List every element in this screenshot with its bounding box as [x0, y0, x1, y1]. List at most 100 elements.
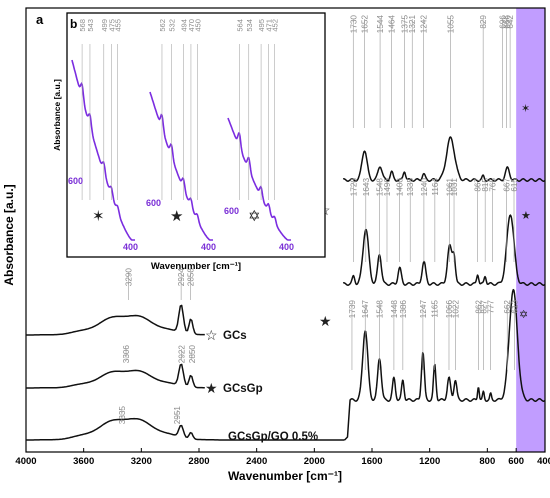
inset-peak-label: 499: [100, 19, 109, 32]
peak-label: 2858: [187, 268, 196, 287]
peak-label: 1247: [419, 300, 428, 319]
peak-label: 1240: [420, 178, 429, 197]
peak-label: 1647: [361, 300, 370, 319]
peak-label: 1448: [390, 300, 399, 319]
peak-label: 1031: [450, 178, 459, 197]
x-tick-label: 2400: [246, 456, 267, 467]
peak-label: 867: [474, 178, 483, 192]
trace-left-gcsgp: [26, 363, 205, 389]
peak-label: 1544: [376, 15, 385, 34]
peak-label: 2924: [177, 268, 186, 287]
inset-peak-label: 562: [158, 19, 167, 32]
peak-label: 1464: [388, 15, 397, 34]
y-axis-label: Absorbance [a.u.]: [2, 184, 16, 285]
x-tick-label: 1600: [361, 456, 382, 467]
inset-peak-label: 455: [114, 19, 123, 32]
inset-peak-label: 543: [86, 19, 95, 32]
series-label: GCsGp/GO 0.5%: [228, 431, 318, 443]
peak-label: 615: [510, 178, 519, 192]
inset-symbol: ★: [170, 208, 183, 225]
peak-label: 1548: [375, 300, 384, 319]
peak-label: 3290: [124, 268, 133, 287]
inset-peak-label: 452: [271, 19, 280, 32]
inset-x-axis-label: Wavenumber [cm⁻¹]: [151, 261, 241, 272]
peak-label: 777: [487, 300, 496, 314]
inset-peak-label: 564: [235, 19, 244, 32]
inset-peak-label: 495: [257, 19, 266, 32]
inset-peak-label: 475: [107, 19, 116, 32]
inset-peak-label: 532: [167, 19, 176, 32]
peak-label: 1728: [350, 178, 359, 197]
x-tick-label: 600: [508, 456, 524, 467]
peak-label: 1061: [446, 178, 455, 197]
trace-right-gcsgp: [342, 214, 546, 286]
peak-label: 667: [503, 178, 512, 192]
peak-label: 1643: [362, 178, 371, 197]
x-tick-label: 2000: [304, 456, 325, 467]
peak-label: 815: [481, 178, 490, 192]
peak-label: 1730: [349, 15, 358, 34]
peak-label: 827: [479, 300, 488, 314]
inset-panel: b Absorbance [a.u.] Wavenumber [cm⁻¹] 56854…: [52, 12, 326, 272]
band-symbol: ✶: [521, 103, 530, 115]
peak-label: 2951: [173, 406, 182, 425]
plot-frame: [25, 7, 546, 453]
x-tick-label: 4000: [15, 456, 36, 467]
series-symbol: ★: [205, 380, 218, 396]
x-tick-label: 3200: [131, 456, 152, 467]
inset-peak-label: 450: [193, 19, 202, 32]
band-symbol: ✡: [519, 309, 528, 321]
inset-trace: [149, 91, 213, 241]
trace-right-gcs: [342, 136, 546, 182]
peak-label: 1242: [420, 15, 429, 34]
peak-label: 862: [474, 300, 483, 314]
inset-frame: [66, 12, 326, 258]
inset-trace: [71, 59, 135, 241]
peak-label: 1055: [447, 15, 456, 34]
main-plot: 4000 3600 3200 2800 2400 2000 1600 1200 800 600 40…: [2, 7, 550, 483]
peak-label: 2850: [188, 345, 197, 364]
series-label: GCs: [223, 330, 247, 342]
inset-peak-label: 534: [245, 19, 254, 32]
inset-peak-label: 494: [179, 19, 188, 32]
peak-label: 1321: [408, 15, 417, 34]
x-axis-label: Wavenumber [cm⁻¹]: [228, 469, 342, 483]
peak-label: 1165: [431, 300, 440, 318]
inset-symbol: ✶: [92, 208, 105, 225]
inset-peak-label: 470: [187, 19, 196, 32]
peak-label: 765: [488, 178, 497, 192]
peak-label: 3335: [118, 406, 127, 425]
peak-label: 642: [506, 15, 515, 29]
trace-left-gcsgp-go: [26, 417, 345, 441]
inset-range-end: 400: [201, 242, 216, 252]
panel-label-a: a: [36, 12, 44, 27]
x-tick-label: 2800: [188, 456, 209, 467]
inset-range-end: 400: [123, 242, 138, 252]
peak-label: 1022: [451, 300, 460, 319]
inset-peak-label: 568: [78, 19, 87, 32]
peak-label: 1164: [431, 178, 440, 196]
peak-label: 1652: [361, 15, 370, 34]
inset-peak-label: 471: [265, 19, 274, 32]
panel-label-b: b: [70, 17, 77, 31]
x-tick-label: 1200: [419, 456, 440, 467]
highlight-region: [516, 8, 545, 452]
series-start-symbol: ★: [319, 313, 332, 329]
inset-range-start: 600: [68, 176, 83, 186]
peak-label: 1548: [375, 178, 384, 197]
peak-label: 1066: [445, 300, 454, 319]
inset-y-axis-label: Absorbance [a.u.]: [52, 79, 62, 151]
peak-label: 1408: [396, 178, 405, 197]
inset-range-end: 400: [279, 242, 294, 252]
series-label: GCsGp: [223, 383, 263, 395]
inset-range-start: 600: [146, 198, 161, 208]
series-symbol: ☆: [205, 327, 218, 343]
inset-range-start: 600: [224, 206, 239, 216]
peak-label: 829: [479, 15, 488, 29]
band-symbol: ★: [521, 210, 531, 222]
x-tick-label: 3600: [73, 456, 94, 467]
peak-label: 1739: [348, 300, 357, 319]
peak-label: 3306: [122, 345, 131, 364]
peak-label: 696: [498, 15, 507, 29]
